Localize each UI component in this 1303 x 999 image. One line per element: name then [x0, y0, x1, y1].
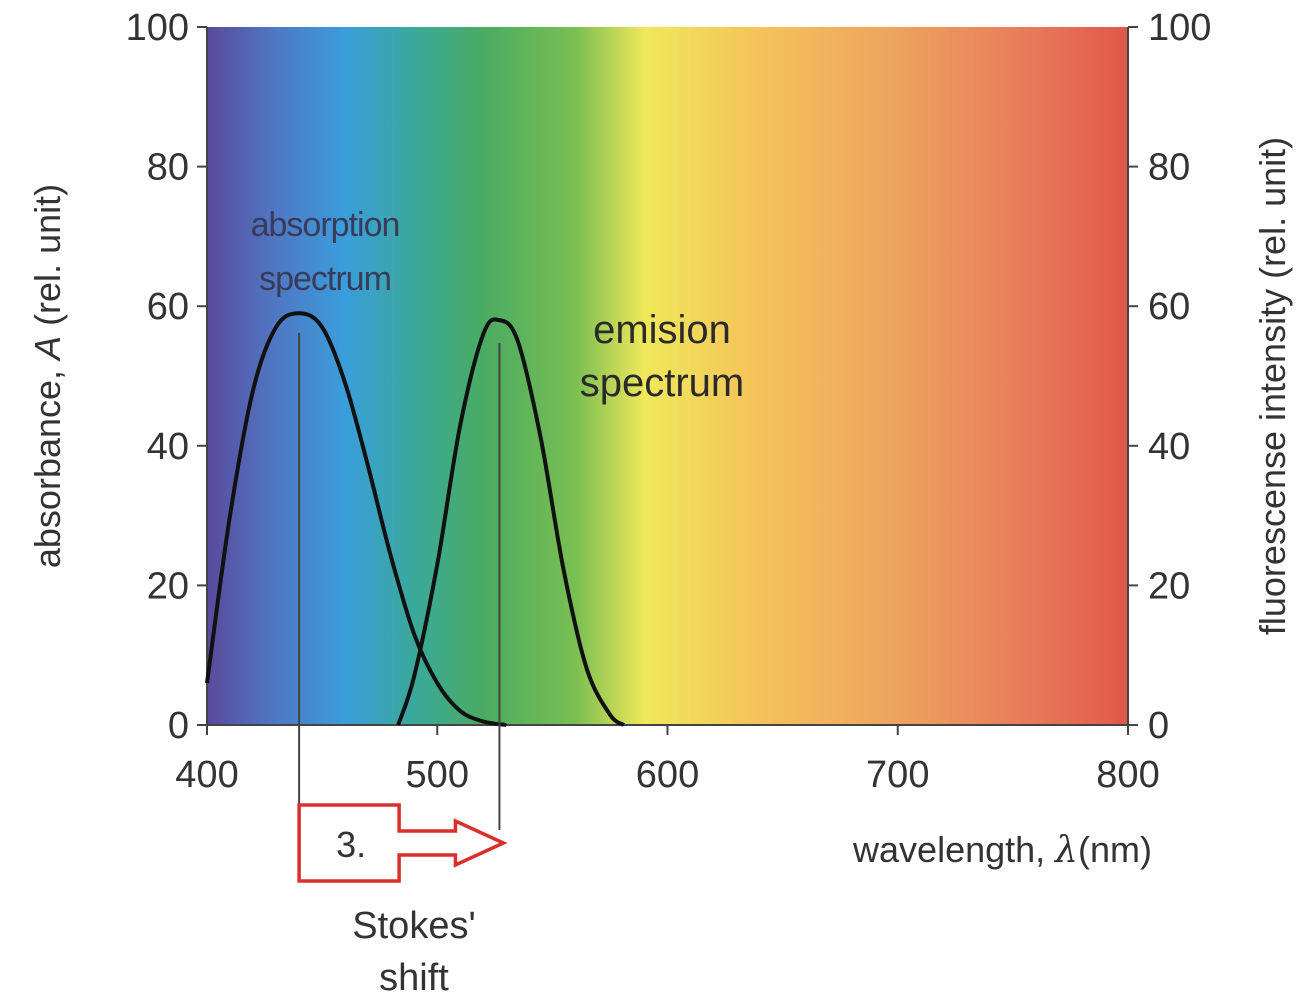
y-left-tick-label: 40	[147, 426, 189, 468]
x-axis-label-prefix: wavelength,	[852, 829, 1055, 870]
x-axis-label-unit: (nm)	[1078, 829, 1152, 870]
stokes-shift-arrow	[297, 803, 508, 883]
x-tick-label: 700	[866, 754, 929, 796]
y-axis-left-unit: (rel. unit)	[27, 184, 68, 336]
y-left-tick-label: 60	[147, 286, 189, 328]
curves-layer	[205, 311, 625, 727]
x-tick-label: 500	[406, 754, 469, 796]
absorption-curve	[205, 311, 507, 727]
y-left-tick-label: 0	[168, 705, 189, 747]
stokes-caption-line1: Stokes'	[352, 905, 475, 947]
y-left-tick-label: 80	[147, 147, 189, 189]
x-tick-label: 600	[636, 754, 699, 796]
absorption-label-line1: absorption	[251, 206, 400, 244]
tick-layer: 400 500 600 700 800 0 20 40 60 80 100 0 20 40 60 80 100	[126, 7, 1212, 796]
plot-background	[207, 27, 1128, 725]
y-axis-left-prefix: absorbance,	[27, 360, 68, 568]
y-right-tick-label: 100	[1148, 7, 1211, 49]
y-axis-left-label: absorbance, A (rel. unit)	[27, 184, 68, 568]
y-left-tick-label: 20	[147, 565, 189, 607]
absorbance-symbol: A	[27, 336, 68, 362]
y-left-tick-label: 100	[126, 7, 189, 49]
y-right-tick-label: 0	[1148, 705, 1169, 747]
absorption-label-line2: spectrum	[259, 260, 391, 298]
stokes-box-number: 3.	[336, 824, 366, 865]
x-tick-label: 400	[175, 754, 238, 796]
x-axis-label: wavelength, λ(nm)	[852, 829, 1152, 871]
emission-curve	[396, 317, 625, 727]
x-tick-label: 800	[1096, 754, 1159, 796]
stokes-caption-line2: shift	[379, 957, 449, 999]
emission-label-line2: spectrum	[580, 361, 745, 405]
lambda-symbol: λ	[1053, 830, 1078, 871]
y-right-tick-label: 80	[1148, 147, 1190, 189]
y-right-tick-label: 40	[1148, 426, 1190, 468]
y-right-tick-label: 20	[1148, 565, 1190, 607]
y-axis-right-label: fluorescense intensity (rel. unit)	[1252, 137, 1293, 635]
annotation-layer	[297, 333, 508, 883]
y-right-tick-label: 60	[1148, 286, 1190, 328]
emission-label-line1: emision	[593, 308, 731, 352]
